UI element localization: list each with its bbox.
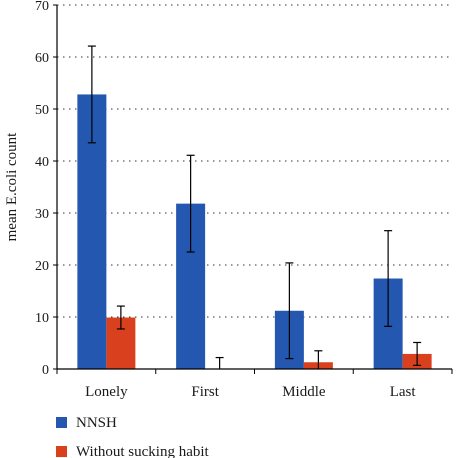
y-tick-label: 10 bbox=[35, 311, 49, 326]
error-bars bbox=[87, 45, 422, 369]
y-tick-label: 40 bbox=[35, 155, 49, 170]
gridlines bbox=[57, 4, 452, 318]
y-tick-label: 60 bbox=[35, 51, 49, 66]
legend-swatch-nnsh bbox=[56, 417, 67, 428]
legend-label: Without sucking habit bbox=[76, 444, 210, 458]
x-tick-label: Middle bbox=[282, 384, 326, 400]
y-tick-label: 30 bbox=[35, 207, 49, 222]
y-axis-title: mean E.coli count bbox=[4, 132, 20, 242]
x-tick-label: First bbox=[191, 384, 219, 400]
x-category-labels: Lonely First Middle Last bbox=[85, 384, 416, 400]
legend: NNSH Without sucking habit bbox=[56, 415, 210, 458]
y-tick-labels: 0 10 20 30 40 50 60 70 bbox=[35, 0, 49, 378]
y-tick-label: 70 bbox=[35, 0, 49, 14]
y-tick-label: 50 bbox=[35, 103, 49, 118]
y-tick-label: 20 bbox=[35, 259, 49, 274]
y-tick-label: 0 bbox=[42, 363, 49, 378]
x-tick-label: Last bbox=[390, 384, 417, 400]
legend-label: NNSH bbox=[76, 415, 117, 431]
bars bbox=[77, 94, 432, 369]
x-tick-label: Lonely bbox=[85, 384, 128, 400]
legend-swatch-without-sucking-habit bbox=[56, 446, 67, 457]
axes bbox=[53, 4, 453, 374]
